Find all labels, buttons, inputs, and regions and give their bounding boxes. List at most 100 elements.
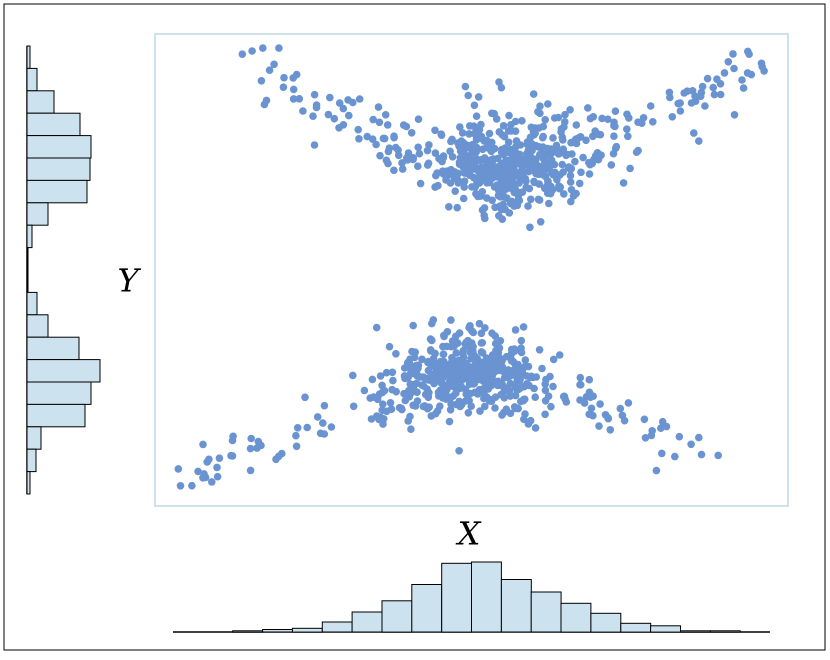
scatter-point [409,401,418,410]
scatter-point [606,426,615,434]
scatter-point [538,364,546,373]
scatter-point [747,70,756,79]
scatter-point [632,148,641,156]
scatter-point [590,155,598,164]
scatter-point [624,399,633,407]
scatter-point [464,409,473,417]
scatter-point [446,406,455,414]
scatter-point [423,161,432,169]
scatter-point [688,87,697,95]
scatter-point [671,452,679,461]
scatter-point [612,142,621,151]
scatter-point [406,412,414,421]
scatter-point [589,411,597,420]
scatter-point [360,386,369,395]
scatter-point [604,414,613,423]
scatter-point [419,382,428,390]
scatter-point [441,168,450,177]
scatter-point [327,423,336,431]
scatter-point [567,197,575,206]
scatter-point [511,326,520,334]
scatter-point [369,115,378,124]
scatter-point [470,164,478,172]
scatter-point [430,379,438,388]
scatter-point [619,179,628,187]
scatter-point [535,196,544,204]
scatter-point [698,82,707,91]
scatter-point [638,119,646,127]
scatter-point [477,134,485,142]
scatter-point [515,179,523,187]
scatter-point [344,96,352,104]
scatter-point [657,424,665,433]
scatter-point [576,381,585,389]
scatter-point [409,321,418,330]
scatter-point [431,149,440,157]
scatter-point [470,379,478,388]
scatter-point [451,187,460,195]
scatter-point [496,337,505,345]
scatter-point [546,189,555,198]
scatter-point [421,375,430,383]
scatter-point [481,324,489,332]
scatter-point [199,474,207,482]
scatter-point [516,141,525,149]
scatter-point [587,404,596,413]
scatter-point [408,347,416,356]
scatter-point [487,381,496,390]
scatter-point [472,190,480,198]
scatter-point [674,99,682,108]
scatter-point [280,73,288,82]
scatter-point [247,434,255,443]
scatter-point [562,398,571,406]
scatter-point [523,372,531,380]
scatter-point [386,399,395,407]
scatter-point [720,69,729,77]
scatter-point [485,397,494,405]
scatter-point [483,178,492,186]
x-marginal-histogram [173,561,770,633]
scatter-point [481,402,489,411]
y-histogram-bar [26,336,80,361]
scatter-point [526,416,535,425]
scatter-point [543,144,552,153]
y-histogram-bar [26,90,55,114]
scatter-point [524,202,532,210]
scatter-point [662,422,671,431]
scatter-point [519,323,528,331]
scatter-point [485,365,494,374]
scatter-point [467,354,475,363]
scatter-point [194,467,202,476]
scatter-point [497,83,506,92]
scatter-point [374,103,383,111]
scatter-point [199,440,207,449]
scatter-point [511,117,520,126]
scatter-point [452,349,461,357]
scatter-point [208,478,216,486]
scatter-point [701,102,709,110]
scatter-point [387,405,396,414]
scatter-point [713,75,721,83]
scatter-point [580,399,589,407]
scatter-point [560,190,568,198]
scatter-point [585,170,594,178]
scatter-point [696,92,705,101]
scatter-points [174,44,768,490]
scatter-point [432,171,440,180]
scatter-point [227,451,235,460]
x-histogram-bar [291,627,323,633]
scatter-point [620,416,629,425]
scatter-point [697,450,706,459]
scatter-point [565,163,573,171]
scatter-point [652,466,661,475]
scatter-point [486,140,494,148]
scatter-point [376,151,384,160]
scatter-point [392,350,400,358]
scatter-point [530,131,538,139]
scatter-point [709,83,717,92]
scatter-point [493,359,501,367]
scatter-point [739,84,748,92]
scatter-point [456,147,465,155]
scatter-point [310,90,319,99]
x-histogram-bar [471,561,502,633]
